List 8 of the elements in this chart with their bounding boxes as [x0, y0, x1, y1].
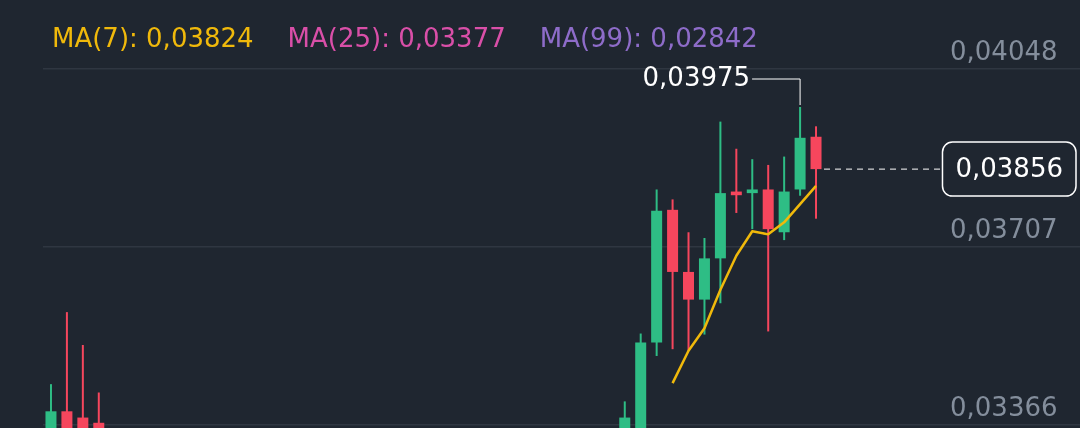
y-tick-label: 0,03707 [950, 213, 1058, 244]
y-tick-label: 0,03366 [950, 391, 1058, 422]
legend-label: MA(99): 0,02842 [539, 22, 758, 53]
annotation: 0,03975 [642, 61, 751, 92]
ref-line-label: 0,03856 [955, 152, 1064, 183]
legend-label: MA(25): 0,03377 [287, 22, 506, 53]
text: MA(7): 0,03824 [52, 22, 254, 53]
y-tick-label: 0,04048 [950, 35, 1058, 66]
